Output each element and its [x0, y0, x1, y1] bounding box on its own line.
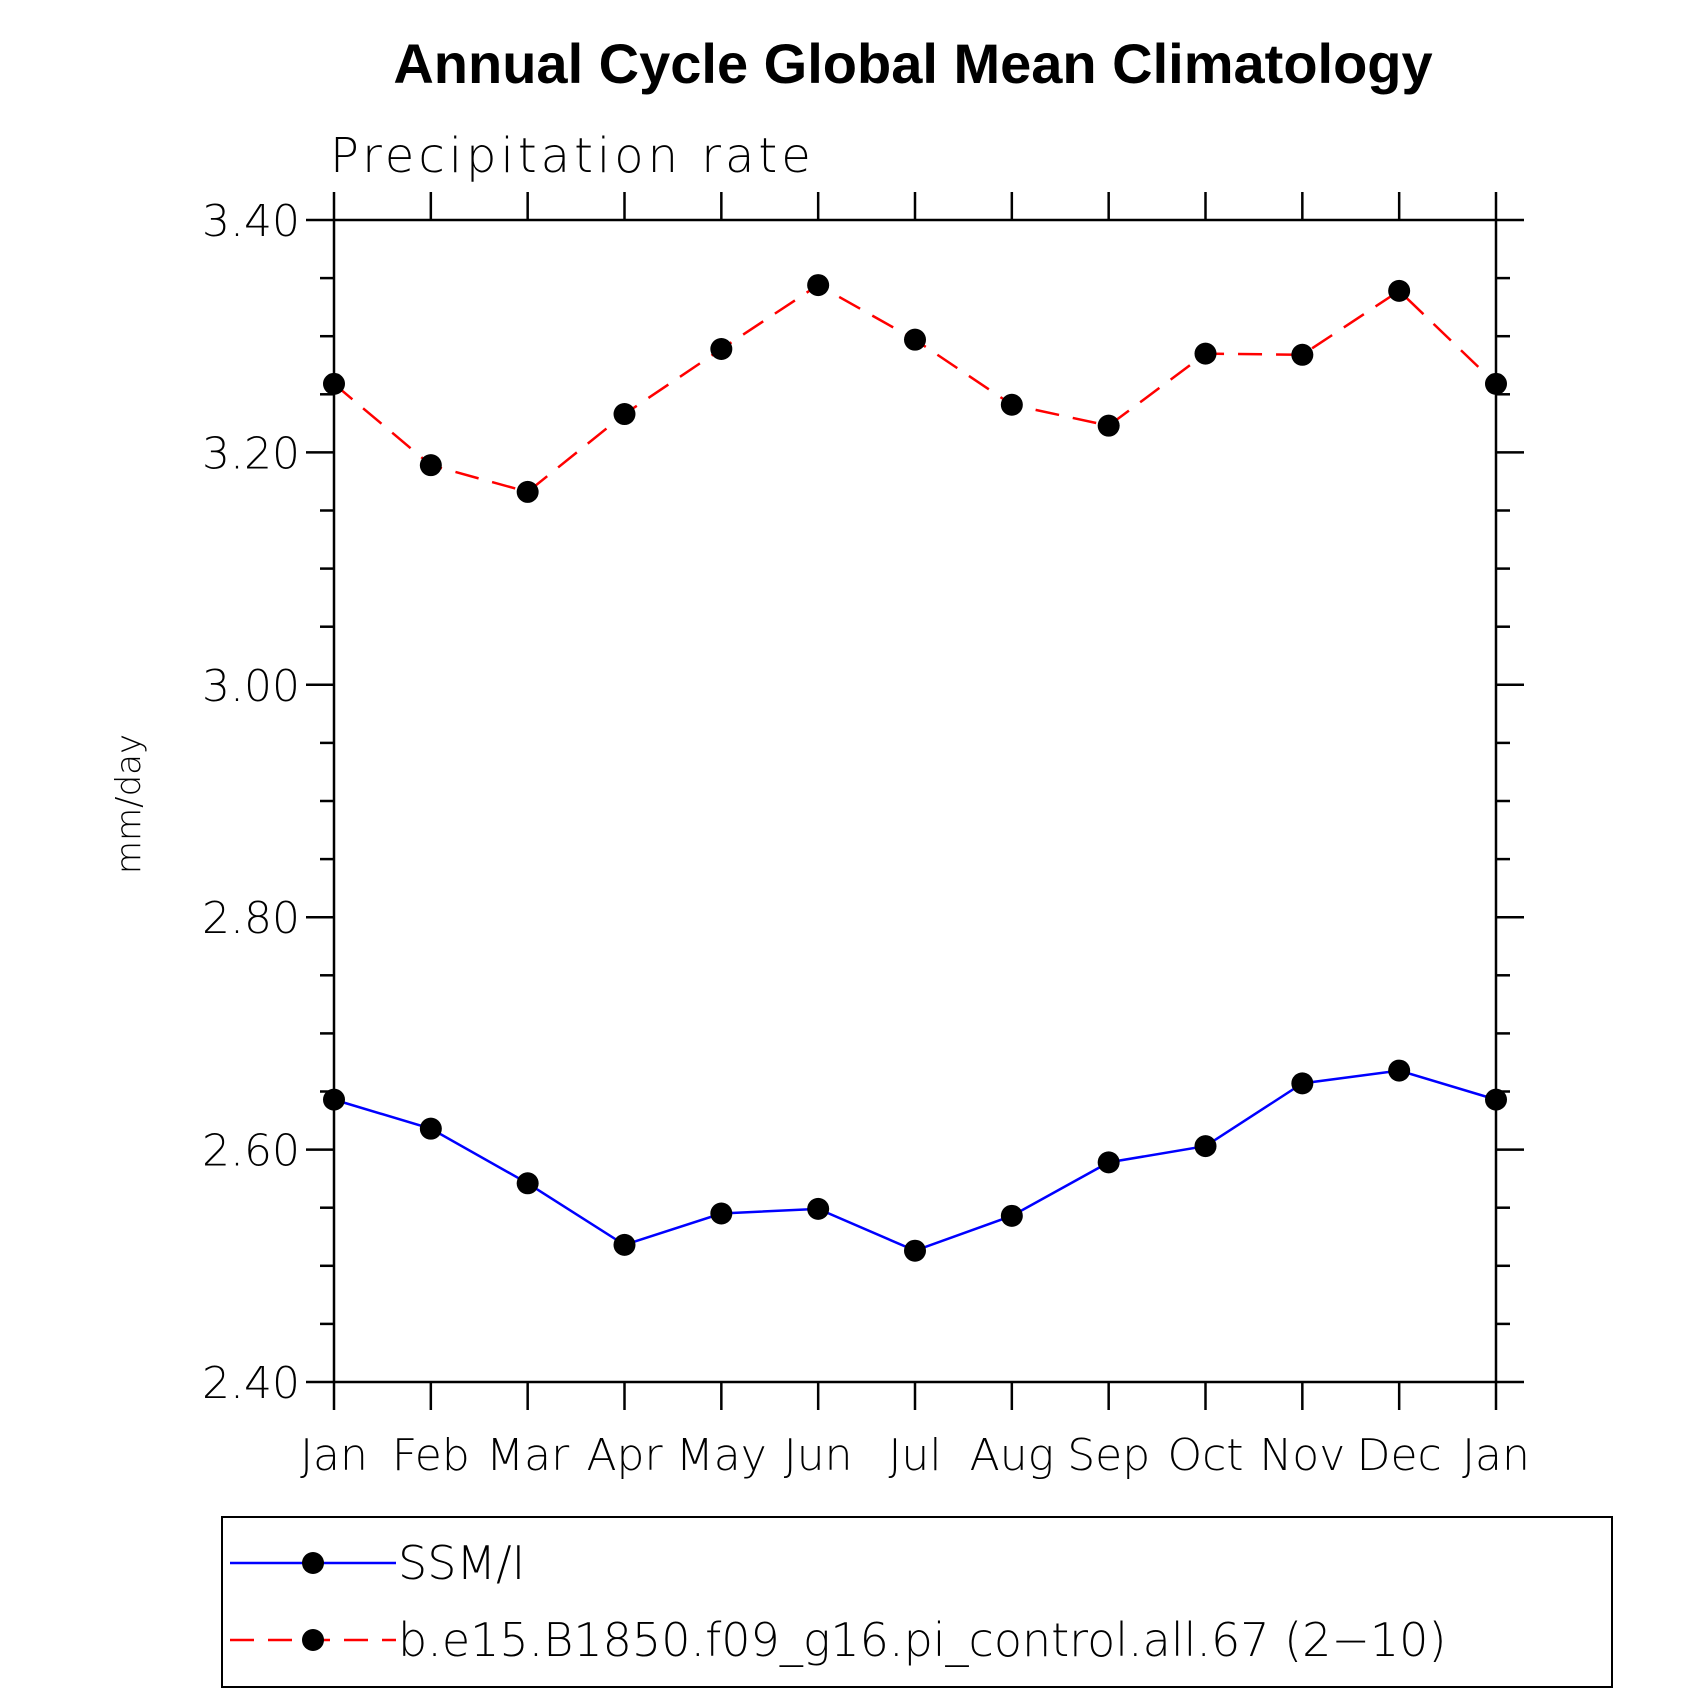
plot-border	[332, 218, 1498, 1384]
x-tick-label: Jan	[1462, 1430, 1530, 1481]
series-line	[333, 283, 1497, 494]
y-tick-label: 3.00	[202, 661, 300, 712]
data-point	[1000, 393, 1023, 416]
plot-frame	[332, 218, 1498, 1384]
x-tick-label: Dec	[1357, 1430, 1442, 1481]
x-tick-label: Sep	[1067, 1430, 1150, 1481]
y-axis-label: mm/day	[109, 734, 149, 874]
x-tick-label: Jun	[784, 1430, 853, 1481]
data-point	[613, 1233, 636, 1256]
data-point	[1194, 1135, 1217, 1158]
x-tick-label: May	[676, 1430, 767, 1481]
data-point	[1485, 1088, 1507, 1111]
y-tick-label: 2.40	[202, 1358, 300, 1409]
data-point	[807, 1197, 830, 1220]
y-tick-label: 3.20	[202, 428, 300, 479]
series-1	[323, 274, 1507, 503]
legend-box	[221, 1516, 1613, 1688]
data-point	[613, 403, 636, 426]
data-point	[904, 328, 926, 351]
data-point	[1097, 1151, 1120, 1174]
legend-label-model: b.e15.B1850.f09_g16.pi_control.all.67 (2…	[398, 1613, 1446, 1667]
x-tick-label: Aug	[970, 1430, 1054, 1481]
x-tick-label: Feb	[392, 1430, 470, 1481]
legend: SSM/I b.e15.B1850.f09_g16.pi_control.all…	[221, 1516, 1613, 1688]
x-tick-label: Nov	[1259, 1430, 1345, 1481]
data-point	[323, 372, 345, 395]
data-point	[710, 337, 733, 360]
data-point	[1291, 343, 1314, 366]
y-tick-label: 2.80	[202, 893, 300, 944]
legend-marker-model	[302, 1629, 324, 1651]
data-point	[1194, 342, 1217, 365]
y-tick-label: 2.60	[202, 1126, 300, 1177]
chart-title: Annual Cycle Global Mean Climatology	[393, 32, 1432, 95]
x-tick-label: Mar	[486, 1430, 570, 1481]
series-layer	[323, 274, 1507, 1262]
data-point	[516, 480, 539, 503]
data-point	[419, 1117, 442, 1140]
y-tick-label: 3.40	[202, 196, 300, 247]
data-point	[1485, 372, 1507, 395]
data-point	[323, 1088, 345, 1111]
data-point	[904, 1239, 926, 1262]
x-tick-label: Jan	[300, 1430, 368, 1481]
legend-marker-ssmi	[302, 1552, 324, 1574]
data-point	[1000, 1204, 1023, 1227]
x-tick-label: Oct	[1167, 1430, 1243, 1481]
data-point	[516, 1172, 539, 1195]
data-point	[807, 274, 830, 297]
data-point	[419, 454, 442, 477]
x-tick-label: Jul	[888, 1430, 941, 1481]
legend-label-ssmi: SSM/I	[398, 1536, 525, 1590]
data-point	[1291, 1072, 1314, 1095]
axis-ticks: Jan Feb Mar Apr May Jun Jul Aug Sep Oct Nov Dec Jan2…	[202, 192, 1530, 1481]
x-tick-label: Apr	[586, 1430, 663, 1481]
data-point	[710, 1202, 733, 1225]
data-point	[1388, 1059, 1411, 1082]
series-line	[333, 1069, 1497, 1253]
series-0	[323, 1059, 1507, 1262]
data-point	[1097, 414, 1120, 437]
data-point	[1388, 279, 1411, 302]
chart-subtitle: Precipitation rate	[330, 128, 815, 184]
